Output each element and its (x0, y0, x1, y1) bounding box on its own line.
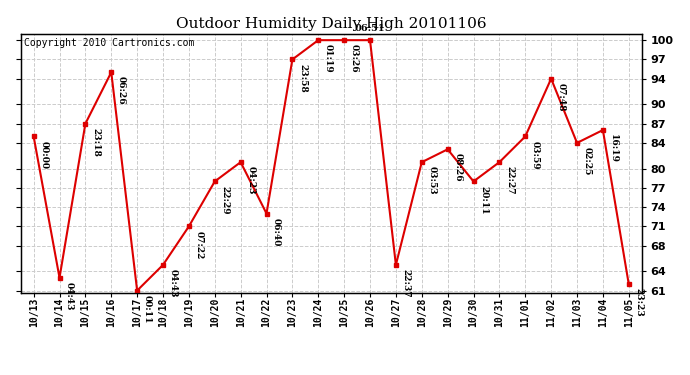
Text: 06:26: 06:26 (117, 76, 126, 105)
Text: 00:00: 00:00 (39, 141, 48, 169)
Text: 23:18: 23:18 (91, 128, 100, 157)
Text: 00:11: 00:11 (143, 295, 152, 323)
Text: 07:22: 07:22 (195, 231, 204, 259)
Title: Outdoor Humidity Daily High 20101106: Outdoor Humidity Daily High 20101106 (176, 17, 486, 31)
Text: 04:23: 04:23 (246, 166, 255, 195)
Text: 06:40: 06:40 (272, 218, 281, 246)
Text: Copyright 2010 Cartronics.com: Copyright 2010 Cartronics.com (23, 38, 194, 48)
Text: 04:43: 04:43 (65, 282, 74, 310)
Text: 16:19: 16:19 (609, 134, 618, 163)
Text: 03:26: 03:26 (350, 44, 359, 73)
Text: 01:19: 01:19 (324, 44, 333, 73)
Text: 04:43: 04:43 (168, 269, 177, 297)
Text: 23:23: 23:23 (634, 288, 643, 317)
Text: 22:29: 22:29 (220, 186, 229, 214)
Text: 22:37: 22:37 (402, 269, 411, 298)
Text: 20:11: 20:11 (479, 186, 488, 214)
Text: 23:58: 23:58 (298, 64, 307, 92)
Text: 03:53: 03:53 (427, 166, 436, 195)
Text: 08:26: 08:26 (453, 153, 462, 182)
Text: 06:51: 06:51 (355, 24, 385, 33)
Text: 02:25: 02:25 (582, 147, 591, 176)
Text: 07:48: 07:48 (557, 83, 566, 111)
Text: 22:27: 22:27 (505, 166, 514, 195)
Text: 03:59: 03:59 (531, 141, 540, 169)
